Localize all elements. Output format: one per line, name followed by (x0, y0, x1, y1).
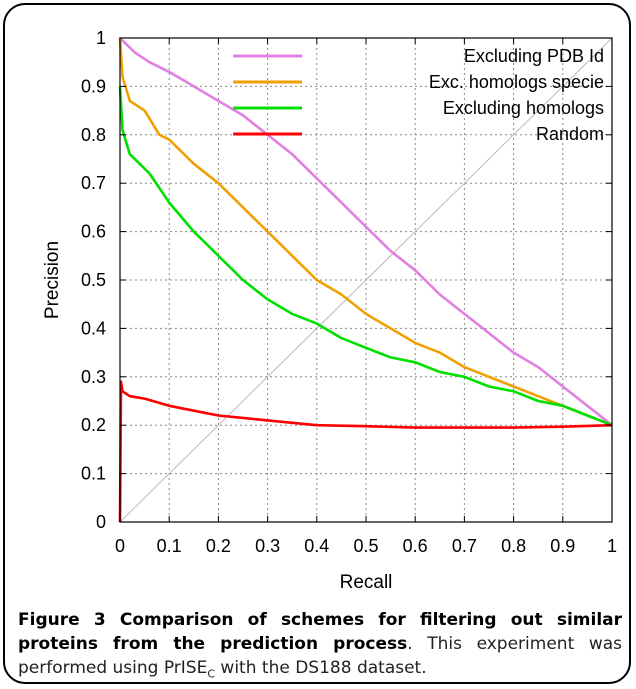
legend-label-excluding-pdb-id: Excluding PDB Id (464, 46, 604, 66)
x-tick-label: 0.3 (255, 536, 280, 556)
x-tick-label: 0.5 (353, 536, 378, 556)
x-tick-label: 0.1 (157, 536, 182, 556)
series-lines (118, 37, 613, 523)
y-tick-label: 0.3 (81, 367, 106, 387)
caption-text-end: with the DS188 dataset. (215, 658, 427, 678)
legend-label-excluding-homologs: Excluding homologs (443, 98, 604, 118)
series-line-excluding-pdb-id (119, 37, 613, 427)
diagonal-reference-line (119, 37, 613, 523)
series-line-random (118, 380, 613, 523)
grid-lines (120, 38, 612, 522)
y-tick-label: 0 (96, 512, 106, 532)
legend: Excluding PDB Id Exc. homologs specie Excl… (233, 46, 604, 144)
x-tick-label: 0.2 (206, 536, 231, 556)
x-tick-label: 0 (115, 536, 125, 556)
figure-caption: Figure 3 Comparison of schemes for filte… (18, 608, 622, 680)
y-tick-label: 0.6 (81, 222, 106, 242)
y-axis-label: Precision (42, 241, 63, 319)
legend-label-exc-homologs-specie: Exc. homologs specie (429, 72, 604, 92)
x-tick-label: 0.7 (452, 536, 477, 556)
x-axis-label: Recall (340, 572, 393, 593)
y-tick-label: 0.5 (81, 270, 106, 290)
x-tick-label: 0.6 (403, 536, 428, 556)
precision-recall-chart: 0 0.1 0.2 0.3 0.4 0.5 0.6 0.7 0.8 0.9 1 0 0.1 0.2 0.3 0… (42, 28, 617, 593)
y-tick-label: 0.8 (81, 125, 106, 145)
y-tick-label: 0.9 (81, 76, 106, 96)
x-tick-label: 0.4 (304, 536, 329, 556)
y-tick-label: 0.4 (81, 318, 106, 338)
series-line-exc-homologs-specie (118, 37, 613, 427)
axis-ticks: 0 0.1 0.2 0.3 0.4 0.5 0.6 0.7 0.8 0.9 1 0 0.1 0.2 0.3 0… (81, 28, 617, 556)
y-tick-label: 1 (96, 28, 106, 48)
series-line-excluding-homologs (118, 86, 613, 427)
caption-subscript: C (207, 667, 216, 681)
legend-label-random: Random (536, 124, 604, 144)
y-tick-label: 0.1 (81, 464, 106, 484)
x-tick-label: 0.9 (550, 536, 575, 556)
caption-figure-label: Figure 3 (18, 610, 106, 630)
caption-text: . This experiment was performed using Pr… (18, 634, 622, 678)
x-tick-label: 0.8 (501, 536, 526, 556)
caption-title: Comparison of schemes for filtering out … (18, 610, 623, 654)
y-tick-label: 0.7 (81, 173, 106, 193)
x-tick-label: 1 (607, 536, 617, 556)
y-tick-label: 0.2 (81, 415, 106, 435)
